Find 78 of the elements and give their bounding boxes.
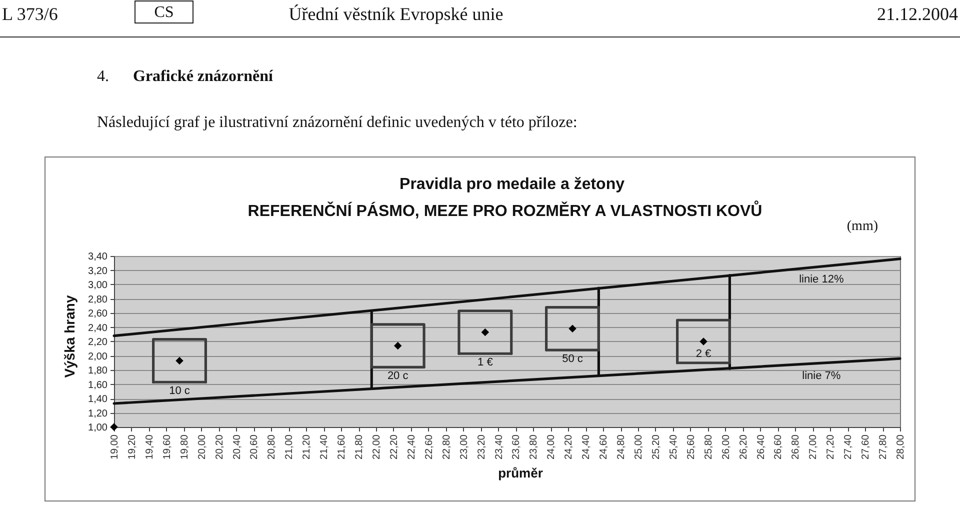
y-tick-label: 1,20: [88, 408, 108, 420]
text: L 373/6: [2, 4, 58, 24]
x-tick-label: 22,20: [388, 434, 400, 460]
x-tick-label: 23,20: [476, 434, 488, 460]
x-tick-label: 27,40: [843, 434, 854, 460]
series-label: linie 7%: [802, 370, 841, 382]
y-tick-label: 1,00: [88, 422, 108, 434]
x-tick-label: 19,40: [144, 434, 156, 460]
x-tick-label: 27,00: [808, 434, 820, 460]
x-tick-label: 26,80: [790, 434, 802, 460]
x-tick-label: 26,60: [773, 434, 784, 460]
x-tick-label: 21,80: [354, 434, 366, 460]
series-label: 2 €: [696, 348, 712, 360]
x-tick-label: 20,20: [214, 434, 226, 460]
series-label: 10 c: [169, 385, 190, 398]
y-tick-label: 2,40: [88, 322, 108, 334]
x-tick-label: 26,00: [720, 434, 732, 460]
y-axis-title: Výška hrany: [62, 295, 78, 378]
y-tick-label: 3,20: [88, 266, 108, 277]
x-tick-label: 28,00: [896, 434, 906, 460]
x-tick-label: 19,20: [126, 434, 138, 460]
y-tick-label: 1,80: [88, 366, 108, 376]
x-tick-label: 25,40: [668, 434, 680, 460]
x-tick-label: 21,00: [284, 434, 296, 460]
x-tick-label: 25,80: [703, 434, 714, 460]
x-tick-label: 25,20: [650, 434, 662, 460]
y-tick-label: 3,40: [88, 252, 108, 262]
x-tick-label: 22,60: [424, 434, 435, 460]
y-tick-label: 1,60: [88, 380, 108, 391]
x-tick-label: 27,20: [826, 434, 837, 460]
x-tick-label: 20,40: [232, 434, 243, 460]
text: CS: [154, 4, 174, 21]
y-tick-label: 2,60: [88, 308, 108, 320]
series-label: 20 c: [387, 370, 409, 382]
x-tick-label: 25,60: [686, 434, 697, 460]
x-tick-label: 24,80: [616, 434, 628, 460]
x-tick-label: 23,60: [511, 434, 522, 460]
x-tick-label: 21,20: [302, 434, 313, 460]
y-tick-label: 2,20: [88, 337, 108, 348]
x-tick-label: 20,00: [196, 434, 208, 460]
text: 21.12.2004: [877, 4, 958, 24]
series-label: 50 c: [562, 353, 584, 366]
y-tick-label: 2,80: [88, 294, 108, 306]
x-tick-label: 24,60: [598, 434, 610, 460]
x-tick-label: 19,60: [162, 434, 173, 460]
y-tick-label: 2,00: [88, 351, 108, 362]
x-tick-label: 19,80: [179, 434, 190, 460]
y-tick-label: 1,40: [88, 394, 108, 405]
x-tick-label: 20,60: [249, 434, 260, 460]
x-tick-label: 26,40: [756, 434, 767, 460]
text: (mm): [846, 219, 878, 234]
x-tick-label: 24,20: [564, 434, 575, 460]
x-tick-label: 23,00: [458, 434, 470, 460]
x-tick-label: 21,60: [336, 434, 348, 460]
text: Následující graf je ilustrativní znázornění definic uvedených v této příloze:: [97, 114, 578, 131]
x-tick-label: 19,00: [110, 434, 120, 460]
series-label: 1 €: [478, 356, 493, 369]
series-label: linie 12%: [799, 274, 844, 286]
x-tick-label: 25,00: [634, 434, 644, 460]
x-axis-title: průměr: [498, 466, 543, 480]
chart-subtitle: REFERENČNÍ PÁSMO, MEZE PRO ROZMĚRY A VLASTNOSTI KOVŮ: [248, 200, 762, 220]
text: Úřední věstník Evropské unie: [288, 4, 504, 24]
x-tick-label: 22,00: [372, 434, 382, 460]
x-tick-label: 23,80: [528, 434, 540, 460]
chart-title: Pravidla pro medaile a žetony: [400, 176, 625, 193]
x-tick-label: 27,80: [878, 434, 890, 460]
y-tick-label: 3,00: [88, 280, 108, 291]
x-tick-label: 26,20: [738, 434, 750, 460]
x-tick-label: 24,40: [581, 434, 592, 460]
x-tick-label: 23,40: [494, 434, 505, 460]
x-tick-label: 20,80: [266, 434, 278, 460]
text: 4.: [97, 68, 109, 85]
x-tick-label: 22,80: [441, 434, 452, 460]
text: Grafické znázornění: [133, 68, 274, 85]
x-tick-label: 22,40: [406, 434, 418, 460]
x-tick-label: 27,60: [860, 434, 872, 460]
x-tick-label: 24,00: [546, 434, 558, 460]
x-tick-label: 21,40: [319, 434, 330, 460]
